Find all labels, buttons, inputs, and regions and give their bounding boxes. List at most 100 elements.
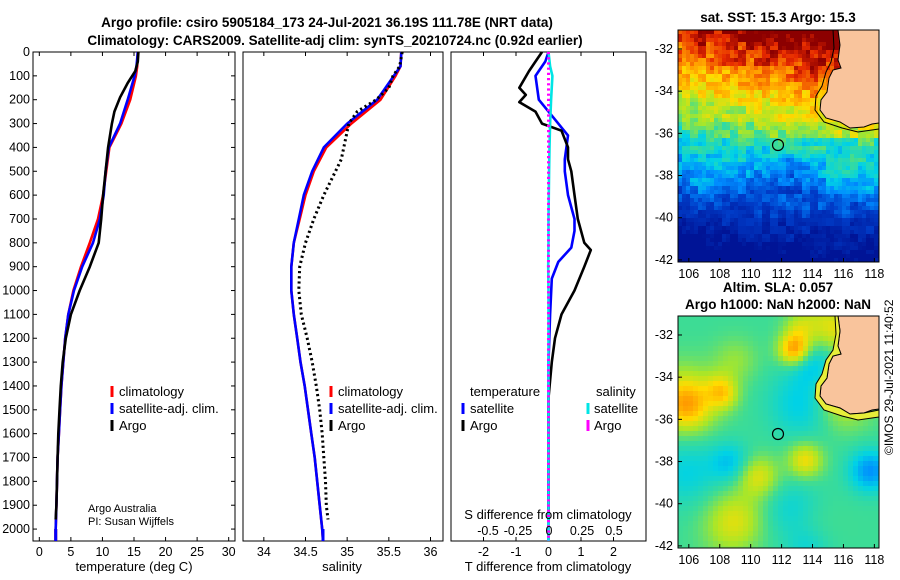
sla-cell <box>718 446 724 452</box>
sla-cell <box>798 321 804 327</box>
sla-cell <box>698 341 704 347</box>
sst-cell <box>814 258 819 262</box>
sst-cell <box>846 254 851 259</box>
sst-cell <box>774 162 779 167</box>
sst-cell <box>718 58 723 63</box>
sst-cell <box>838 254 843 259</box>
sla-cell <box>788 421 794 427</box>
temperature-legend: climatology satellite-adj. clim. Argo <box>110 384 219 433</box>
sla-cell <box>678 456 684 462</box>
sla-cell <box>698 511 704 517</box>
sla-cell <box>848 446 854 452</box>
sst-cell <box>722 246 727 251</box>
sst-cell <box>726 182 731 187</box>
sla-cell <box>778 476 784 482</box>
sst-cell <box>722 110 727 115</box>
sst-cell <box>774 114 779 119</box>
sla-cell <box>783 386 789 392</box>
sst-cell <box>782 118 787 123</box>
sst-cell <box>834 178 839 183</box>
sst-cell <box>770 86 775 91</box>
sst-cell <box>794 186 799 191</box>
sla-cell <box>788 341 794 347</box>
sst-cell <box>682 258 687 262</box>
sst-cell <box>694 202 699 207</box>
sst-cell <box>810 70 815 75</box>
sla-cell <box>788 411 794 417</box>
sst-cell <box>718 46 723 51</box>
sst-cell <box>834 122 839 127</box>
sst-cell <box>698 238 703 243</box>
sst-cell <box>830 158 835 163</box>
sst-cell <box>734 162 739 167</box>
sla-cell <box>813 481 819 487</box>
sst-cell <box>686 158 691 163</box>
sla-cell <box>713 396 719 402</box>
sla-cell <box>703 516 709 522</box>
sst-cell <box>790 138 795 143</box>
sst-cell <box>750 238 755 243</box>
sst-cell <box>826 146 831 151</box>
sst-cell <box>698 206 703 211</box>
sst-cell <box>710 258 715 262</box>
sst-cell <box>822 134 827 139</box>
sst-cell <box>818 66 823 71</box>
sla-cell <box>808 441 814 447</box>
x-tick-label: 25 <box>190 545 204 559</box>
sla-cell <box>683 466 689 472</box>
sst-cell <box>802 206 807 211</box>
sst-cell <box>778 234 783 239</box>
sla-cell <box>693 456 699 462</box>
sla-cell <box>718 516 724 522</box>
sla-cell <box>808 431 814 437</box>
sst-cell <box>850 238 855 243</box>
sla-cell <box>723 471 729 477</box>
sla-cell <box>798 491 804 497</box>
sla-cell <box>868 426 874 432</box>
sst-cell <box>678 98 683 103</box>
s-tick-label: -0.5 <box>477 524 499 538</box>
sst-cell <box>778 126 783 131</box>
sst-cell <box>802 82 807 87</box>
sst-cell <box>786 62 791 67</box>
sla-cell <box>728 506 734 512</box>
sst-cell <box>702 214 707 219</box>
sst-cell <box>830 130 835 135</box>
sst-cell <box>818 218 823 223</box>
sst-cell <box>846 234 851 239</box>
sst-cell <box>742 258 747 262</box>
sst-cell <box>842 218 847 223</box>
sst-cell <box>774 130 779 135</box>
sst-cell <box>790 186 795 191</box>
sst-cell <box>762 246 767 251</box>
sst-cell <box>762 250 767 255</box>
sla-cell <box>728 321 734 327</box>
sst-cell <box>854 174 859 179</box>
sst-cell <box>822 158 827 163</box>
sst-cell <box>810 254 815 259</box>
sst-cell <box>750 134 755 139</box>
sla-cell <box>778 516 784 522</box>
sst-cell <box>838 182 843 187</box>
sst-cell <box>826 182 831 187</box>
sla-cell <box>718 361 724 367</box>
sst-cell <box>794 146 799 151</box>
sla-cell <box>838 476 844 482</box>
sla-cell <box>838 451 844 457</box>
sst-cell <box>746 118 751 123</box>
sst-cell <box>714 62 719 67</box>
sla-cell <box>803 426 809 432</box>
sla-cell <box>708 381 714 387</box>
sst-cell <box>798 174 803 179</box>
sst-cell <box>682 154 687 159</box>
sst-cell <box>678 202 683 207</box>
sst-cell <box>838 230 843 235</box>
sst-cell <box>698 142 703 147</box>
sla-cell <box>693 356 699 362</box>
sst-cell <box>786 82 791 87</box>
sla-cell <box>813 441 819 447</box>
sla-cell <box>708 366 714 372</box>
sst-cell <box>870 138 875 143</box>
sst-cell <box>774 238 779 243</box>
sla-cell <box>768 486 774 492</box>
